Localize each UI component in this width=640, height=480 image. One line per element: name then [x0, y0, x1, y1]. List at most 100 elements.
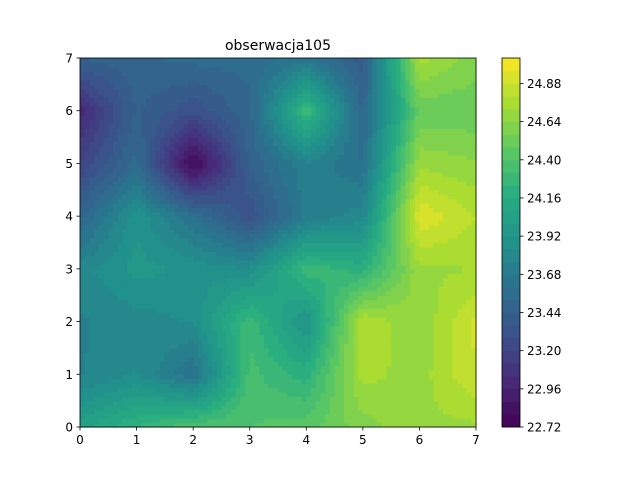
contour-cell: [292, 167, 298, 173]
contour-cell: [259, 352, 265, 358]
contour-cell: [108, 246, 114, 252]
contour-cell: [296, 123, 303, 129]
contour-cell: [311, 119, 317, 125]
contour-cell: [273, 189, 279, 195]
contour-cell: [113, 84, 119, 90]
contour-cell: [315, 369, 322, 375]
contour-cell: [263, 172, 270, 178]
contour-cell: [344, 387, 350, 393]
contour-cell: [89, 211, 95, 217]
contour-cell: [301, 238, 307, 244]
contour-cell: [117, 123, 124, 129]
contour-cell: [98, 189, 105, 195]
contour-cell: [183, 137, 190, 143]
contour-cell: [235, 317, 241, 323]
contour-cell: [339, 110, 345, 116]
contour-cell: [84, 93, 91, 99]
contour-cell: [325, 418, 331, 424]
contour-cell: [282, 321, 289, 327]
contour-cell: [146, 132, 152, 138]
contour-cell: [207, 176, 213, 182]
contour-cell: [245, 58, 251, 63]
contour-cell: [80, 167, 86, 173]
contour-cell: [216, 260, 223, 266]
contour-cell: [216, 251, 223, 257]
contour-cell: [131, 145, 138, 151]
contour-cell: [230, 97, 237, 103]
contour-cell: [127, 185, 133, 191]
contour-cell: [245, 422, 251, 428]
contour-cell: [235, 202, 241, 208]
contour-cell: [306, 97, 312, 103]
contour-cell: [94, 198, 100, 204]
contour-cell: [221, 268, 227, 274]
contour-cell: [339, 176, 345, 182]
contour-cell: [268, 387, 274, 393]
contour-cell: [108, 172, 114, 178]
contour-cell: [292, 163, 298, 169]
contour-cell: [273, 154, 279, 160]
contour-cell: [254, 264, 260, 270]
contour-cell: [240, 308, 246, 314]
contour-cell: [221, 216, 227, 222]
contour-cell: [160, 115, 166, 121]
contour-cell: [226, 277, 232, 283]
contour-cell: [254, 229, 260, 235]
contour-cell: [268, 312, 274, 318]
contour-cell: [179, 308, 185, 314]
contour-cell: [103, 88, 109, 94]
contour-cell: [122, 154, 128, 160]
contour-cell: [235, 84, 241, 90]
contour-cell: [136, 202, 142, 208]
contour-cell: [207, 224, 213, 230]
contour-cell: [131, 317, 138, 323]
contour-cell: [207, 185, 213, 191]
contour-cell: [197, 290, 204, 296]
contour-cell: [282, 268, 289, 274]
contour-cell: [344, 141, 350, 147]
contour-cell: [320, 418, 326, 424]
contour-cell: [344, 93, 350, 99]
contour-cell: [174, 115, 180, 121]
contour-cell: [122, 101, 128, 107]
contour-cell: [344, 282, 350, 288]
contour-cell: [113, 308, 119, 314]
contour-cell: [183, 268, 190, 274]
contour-cell: [202, 194, 208, 200]
contour-cell: [164, 286, 171, 292]
contour-cell: [273, 264, 279, 270]
contour-cell: [325, 321, 331, 327]
contour-cell: [155, 202, 161, 208]
contour-cell: [113, 62, 119, 68]
contour-cell: [287, 84, 293, 90]
contour-cell: [226, 233, 232, 239]
contour-cell: [334, 181, 340, 186]
contour-cell: [103, 93, 109, 99]
contour-cell: [254, 181, 260, 186]
contour-cell: [188, 396, 194, 402]
contour-cell: [282, 413, 289, 419]
contour-cell: [320, 194, 326, 200]
contour-cell: [127, 369, 133, 375]
contour-cell: [155, 242, 161, 248]
contour-cell: [301, 325, 307, 331]
contour-cell: [174, 79, 180, 85]
contour-cell: [117, 378, 124, 384]
contour-cell: [164, 132, 171, 138]
contour-cell: [306, 159, 312, 165]
contour-cell: [278, 202, 284, 208]
contour-cell: [136, 194, 142, 200]
contour-cell: [287, 211, 293, 217]
contour-cell: [306, 79, 312, 85]
contour-cell: [197, 378, 204, 384]
contour-cell: [136, 299, 142, 305]
contour-cell: [207, 391, 213, 397]
contour-cell: [179, 374, 185, 380]
contour-cell: [315, 290, 322, 296]
contour-cell: [311, 396, 317, 402]
contour-cell: [131, 101, 138, 107]
contour-cell: [353, 123, 359, 129]
contour-cell: [278, 286, 284, 292]
contour-cell: [193, 88, 199, 94]
contour-cell: [113, 413, 119, 419]
